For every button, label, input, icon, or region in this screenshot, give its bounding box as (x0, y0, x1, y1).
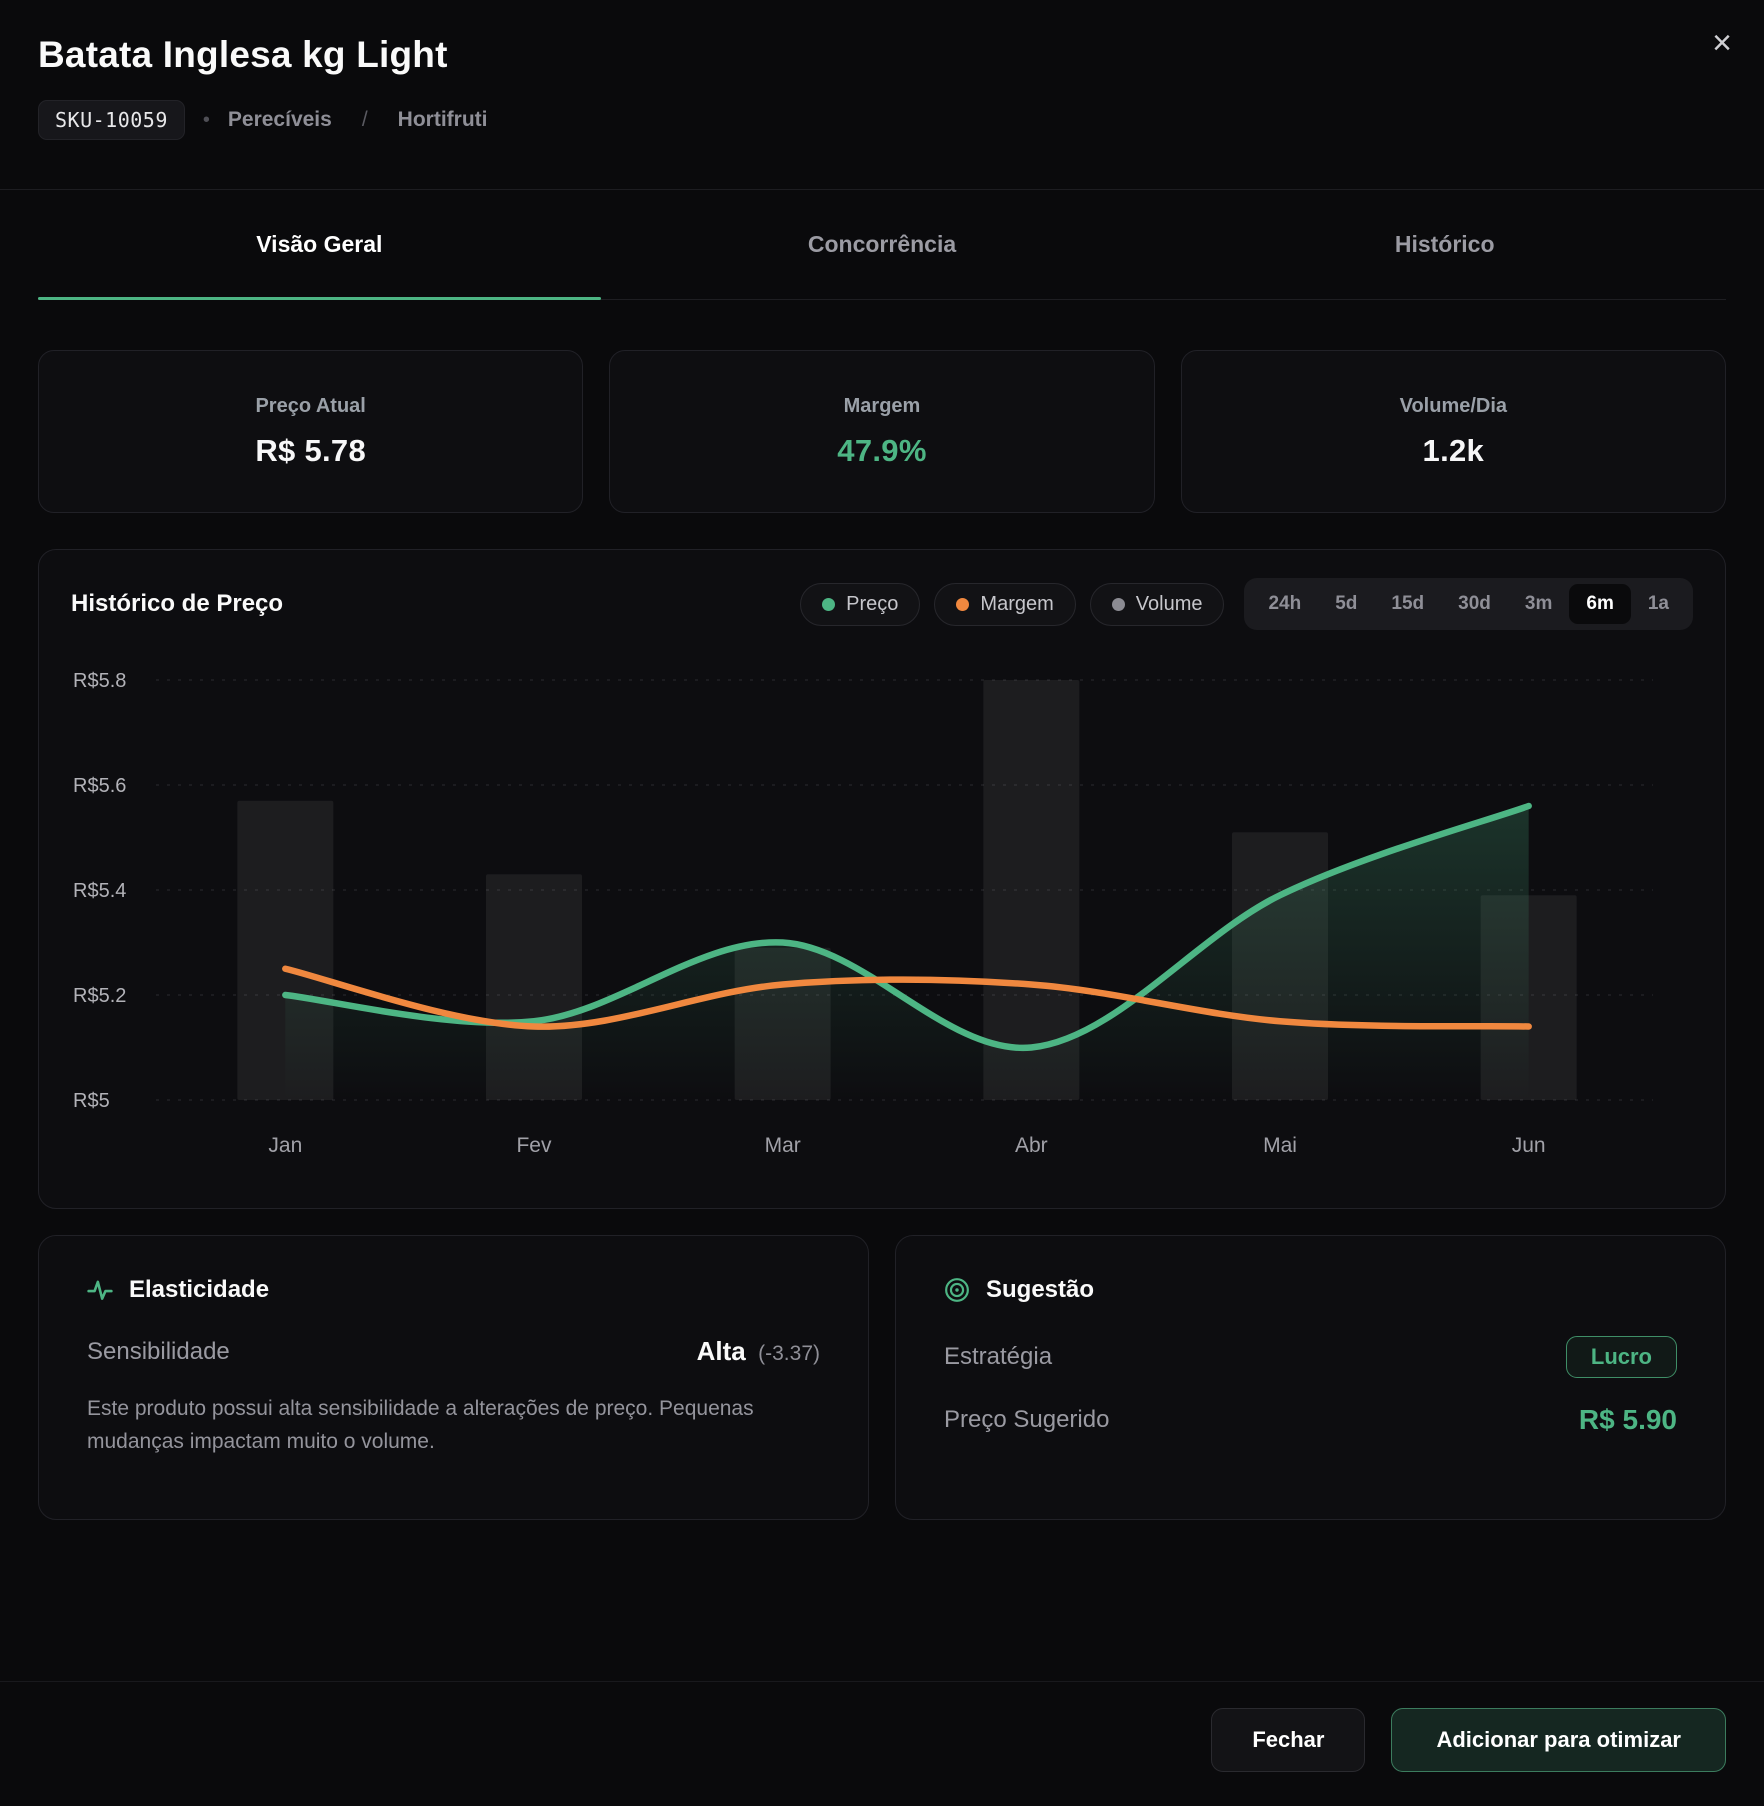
legend-chip-volume[interactable]: Volume (1090, 583, 1225, 626)
elasticity-title: Elasticidade (129, 1276, 269, 1304)
range-button-30d[interactable]: 30d (1441, 584, 1508, 624)
legend-chip-preco[interactable]: Preço (800, 583, 920, 626)
x-axis-label: Fev (516, 1134, 552, 1157)
stat-card-preco-atual: Preço Atual R$ 5.78 (38, 350, 583, 513)
price-history-card: Histórico de Preço Preço Margem Volume 24h… (38, 549, 1726, 1209)
suggestion-card: Sugestão Estratégia Lucro Preço Sugerido… (895, 1235, 1726, 1520)
suggested-price-row: Preço Sugerido R$ 5.90 (944, 1404, 1677, 1436)
x-axis-label: Jun (1512, 1134, 1546, 1157)
legend-dot-icon (956, 598, 969, 611)
suggestion-header: Sugestão (944, 1276, 1677, 1304)
chart-svg: R$5.8 R$5.6 R$5.4 R$5.2 R$5 Jan Fev Mar Abr Mai Ju… (71, 644, 1695, 1204)
x-axis-label: Jan (268, 1134, 302, 1157)
sensitivity-row: Sensibilidade Alta (-3.37) (87, 1336, 820, 1367)
modal-footer: Fechar Adicionar para otimizar (0, 1681, 1764, 1806)
legend-dot-icon (822, 598, 835, 611)
breadcrumb-category: Perecíveis (228, 108, 332, 132)
range-button-6m[interactable]: 6m (1569, 584, 1630, 624)
legend-label: Margem (980, 593, 1053, 616)
x-axis-label: Mai (1263, 1134, 1297, 1157)
close-button[interactable]: Fechar (1211, 1708, 1365, 1772)
suggested-price-value: R$ 5.90 (1579, 1404, 1677, 1436)
sensitivity-level: Alta (697, 1336, 746, 1366)
activity-icon (87, 1277, 113, 1303)
modal-header: Batata Inglesa kg Light SKU-10059 • Pere… (0, 0, 1764, 190)
suggested-price-label: Preço Sugerido (944, 1406, 1109, 1434)
stat-value: 47.9% (837, 433, 926, 469)
strategy-row: Estratégia Lucro (944, 1336, 1677, 1378)
chart-header: Histórico de Preço Preço Margem Volume 24h… (71, 578, 1693, 630)
add-to-optimize-button[interactable]: Adicionar para otimizar (1391, 1708, 1726, 1772)
sensitivity-coefficient: (-3.37) (758, 1342, 820, 1365)
price-area-fill (285, 806, 1528, 1100)
stat-label: Preço Atual (255, 395, 365, 418)
elasticity-header: Elasticidade (87, 1276, 820, 1304)
stat-value: R$ 5.78 (255, 433, 366, 469)
x-axis-label: Abr (1015, 1134, 1048, 1157)
tab-concorrencia[interactable]: Concorrência (601, 190, 1164, 299)
price-history-chart: R$5.8 R$5.6 R$5.4 R$5.2 R$5 Jan Fev Mar Abr Mai Ju… (71, 644, 1693, 1209)
stat-value: 1.2k (1423, 433, 1485, 469)
strategy-badge: Lucro (1566, 1336, 1677, 1378)
range-button-1a[interactable]: 1a (1631, 584, 1686, 624)
breadcrumb-divider: / (362, 108, 368, 132)
stat-cards-row: Preço Atual R$ 5.78 Margem 47.9% Volume/Dia 1… (38, 350, 1726, 513)
sku-badge: SKU-10059 (38, 100, 185, 140)
range-button-15d[interactable]: 15d (1374, 584, 1441, 624)
y-axis-label: R$5.8 (73, 670, 126, 692)
x-axis-label: Mar (765, 1134, 801, 1157)
suggestion-title: Sugestão (986, 1276, 1094, 1304)
stat-label: Volume/Dia (1400, 395, 1507, 418)
legend-label: Preço (846, 593, 898, 616)
elasticity-description: Este produto possui alta sensibilidade a… (87, 1393, 787, 1458)
stat-card-margem: Margem 47.9% (609, 350, 1154, 513)
product-detail-modal: Batata Inglesa kg Light SKU-10059 • Pere… (0, 0, 1764, 1806)
tab-visao-geral[interactable]: Visão Geral (38, 190, 601, 299)
stat-label: Margem (844, 395, 921, 418)
legend-chip-margem[interactable]: Margem (934, 583, 1075, 626)
y-axis-label: R$5.2 (73, 985, 126, 1007)
sensitivity-label: Sensibilidade (87, 1338, 230, 1366)
tab-bar: Visão GeralConcorrênciaHistórico (38, 190, 1726, 300)
y-axis-label: R$5 (73, 1090, 110, 1112)
range-button-24h[interactable]: 24h (1251, 584, 1318, 624)
stat-card-volume-dia: Volume/Dia 1.2k (1181, 350, 1726, 513)
time-range-selector: 24h5d15d30d3m6m1a (1244, 578, 1693, 630)
breadcrumb: SKU-10059 • Perecíveis / Hortifruti (38, 100, 1726, 140)
page-title: Batata Inglesa kg Light (38, 34, 1726, 76)
target-icon (944, 1277, 970, 1303)
range-button-5d[interactable]: 5d (1318, 584, 1374, 624)
y-axis-label: R$5.6 (73, 775, 126, 797)
elasticity-card: Elasticidade Sensibilidade Alta (-3.37) … (38, 1235, 869, 1520)
breadcrumb-subcategory: Hortifruti (398, 108, 488, 132)
legend-dot-icon (1112, 598, 1125, 611)
insight-cards-row: Elasticidade Sensibilidade Alta (-3.37) … (38, 1235, 1726, 1520)
dot-separator: • (203, 109, 210, 132)
chart-title: Histórico de Preço (71, 590, 283, 618)
legend-label: Volume (1136, 593, 1203, 616)
chart-legend: Preço Margem Volume (800, 583, 1224, 626)
tab-historico[interactable]: Histórico (1163, 190, 1726, 299)
close-icon[interactable]: × (1706, 20, 1738, 66)
range-button-3m[interactable]: 3m (1508, 584, 1569, 624)
strategy-label: Estratégia (944, 1343, 1052, 1371)
y-axis-label: R$5.4 (73, 880, 126, 902)
